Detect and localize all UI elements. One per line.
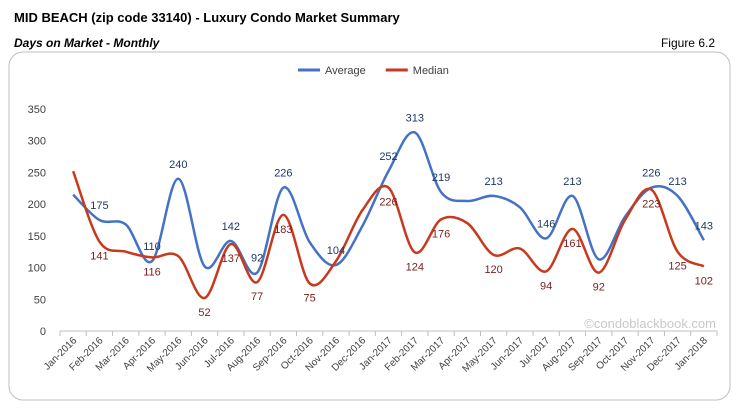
y-tick-label: 350 [28,104,46,116]
data-label: 161 [563,238,581,250]
data-label: 226 [642,168,660,180]
y-tick-label: 0 [40,326,46,338]
data-label: 92 [593,282,605,294]
data-label: 141 [90,251,108,263]
data-label: 240 [169,159,187,171]
data-label: 137 [222,253,240,265]
data-label: 92 [251,253,263,265]
data-label: 120 [484,264,502,276]
data-label: 226 [379,197,397,209]
y-tick-label: 250 [28,167,46,179]
data-label: 52 [198,307,210,319]
data-label: 175 [90,200,108,212]
series-line [71,170,705,300]
legend-label: Average [325,65,366,77]
y-tick-label: 50 [34,294,46,306]
data-label: 213 [668,176,686,188]
data-label: 102 [695,275,713,287]
chart-frame [8,51,731,401]
data-label: 110 [143,241,161,253]
data-label: 77 [251,291,263,303]
data-label: 213 [484,176,502,188]
y-tick-label: 150 [28,231,46,243]
figure-label: Figure 6.2 [661,36,715,50]
data-label: 226 [274,168,292,180]
data-label: 176 [432,228,450,240]
data-label: 183 [274,224,292,236]
data-label: 143 [695,220,713,232]
data-label: 146 [537,218,555,230]
legend-label: Median [413,65,449,77]
data-label: 213 [563,176,581,188]
y-tick-label: 300 [28,136,46,148]
chart-subtitle: Days on Market - Monthly [14,36,161,50]
data-label: 252 [379,151,397,163]
data-label: 219 [432,172,450,184]
data-label: 104 [327,245,345,257]
chart-title: MID BEACH (zip code 33140) - Luxury Cond… [14,10,401,25]
watermark: ©condoblackbook.com [584,316,716,331]
data-label: 313 [406,112,424,124]
y-tick-label: 100 [28,263,46,275]
data-label: 142 [222,221,240,233]
y-tick-label: 200 [28,199,46,211]
data-label: 223 [642,199,660,211]
data-label: 94 [540,280,552,292]
data-label: 125 [668,261,686,273]
data-label: 124 [406,261,424,273]
data-label: 116 [143,266,161,278]
series-line [72,131,705,276]
data-label: 75 [304,292,316,304]
